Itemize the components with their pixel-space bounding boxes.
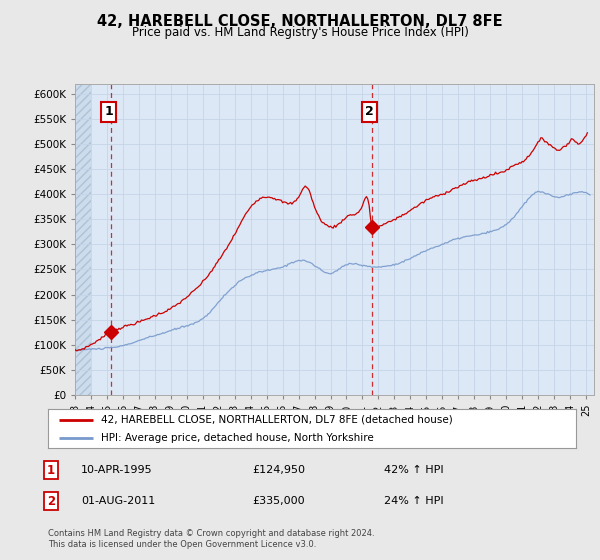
Text: 1: 1 [47,464,55,477]
Text: HPI: Average price, detached house, North Yorkshire: HPI: Average price, detached house, Nort… [101,433,374,443]
Text: 10-APR-1995: 10-APR-1995 [81,465,152,475]
Text: 42, HAREBELL CLOSE, NORTHALLERTON, DL7 8FE: 42, HAREBELL CLOSE, NORTHALLERTON, DL7 8… [97,14,503,29]
Text: 01-AUG-2011: 01-AUG-2011 [81,496,155,506]
Text: 2: 2 [47,494,55,508]
Text: 1: 1 [104,105,113,119]
Text: £335,000: £335,000 [252,496,305,506]
Text: Contains HM Land Registry data © Crown copyright and database right 2024.
This d: Contains HM Land Registry data © Crown c… [48,529,374,549]
Text: 24% ↑ HPI: 24% ↑ HPI [384,496,443,506]
Text: £124,950: £124,950 [252,465,305,475]
Text: 42% ↑ HPI: 42% ↑ HPI [384,465,443,475]
Text: Price paid vs. HM Land Registry's House Price Index (HPI): Price paid vs. HM Land Registry's House … [131,26,469,39]
Text: 42, HAREBELL CLOSE, NORTHALLERTON, DL7 8FE (detached house): 42, HAREBELL CLOSE, NORTHALLERTON, DL7 8… [101,415,452,425]
Text: 2: 2 [365,105,374,119]
